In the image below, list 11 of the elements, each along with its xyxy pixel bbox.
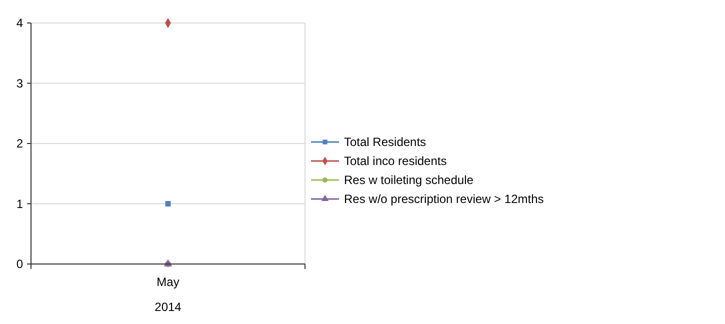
- y-tick-label: 0: [16, 257, 24, 272]
- y-tick-label: 4: [16, 16, 24, 30]
- legend-label: Res w toileting schedule: [344, 173, 474, 188]
- y-tick-label: 1: [16, 196, 24, 211]
- y-tick-label: 3: [16, 76, 24, 90]
- legend-label: Total Residents: [344, 135, 426, 150]
- legend-label: Total inco residents: [344, 154, 447, 168]
- x-axis-title: 2014: [154, 300, 182, 314]
- legend-label: Res w/o prescription review > 12mths: [344, 192, 544, 206]
- y-tick-label: 2: [16, 136, 24, 151]
- x-tick-label: May: [156, 275, 180, 289]
